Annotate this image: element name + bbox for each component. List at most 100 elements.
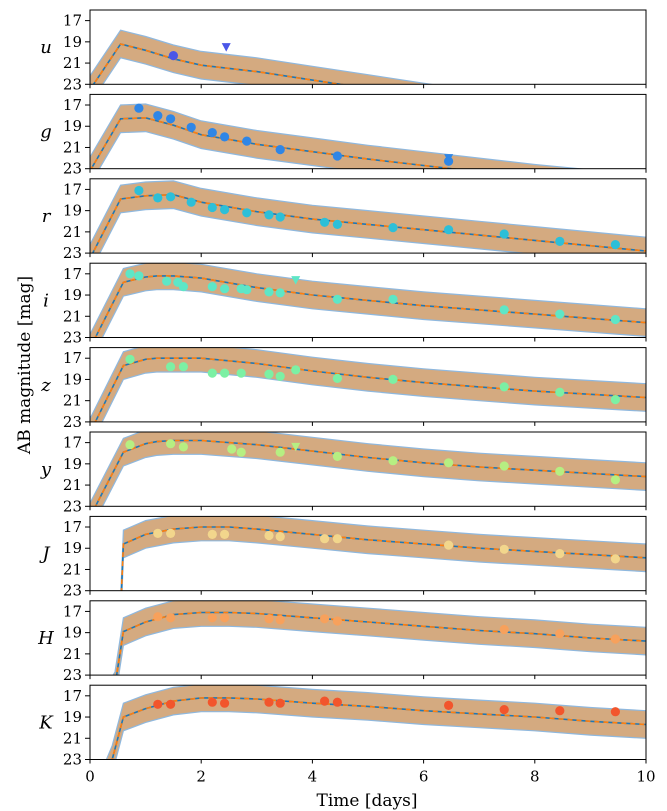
uncertainty-band-K <box>105 685 646 760</box>
panel-frame-J <box>89 515 647 592</box>
data-point-H-8 <box>499 624 509 635</box>
plot-area-u <box>90 29 435 85</box>
data-point-i-6 <box>220 284 230 294</box>
y-tick-label-i-2: 21 <box>63 307 82 325</box>
data-point-z-1 <box>166 362 176 372</box>
data-point-g-0 <box>134 103 144 113</box>
data-point-r-14 <box>555 236 565 246</box>
band-label-i: i <box>43 290 49 311</box>
y-tick-label-z-2: 21 <box>63 392 82 410</box>
data-point-K-0 <box>153 699 163 709</box>
data-point-J-10 <box>555 549 565 559</box>
data-point-H-6 <box>320 614 330 624</box>
panel-z: 17 19 21 23 z <box>40 347 647 431</box>
data-point-K-8 <box>444 700 454 711</box>
plot-area-g <box>90 103 586 169</box>
uncertainty-band-J <box>120 516 646 591</box>
data-point-J-1 <box>166 528 176 539</box>
y-tick-label-g-1: 19 <box>63 117 82 135</box>
y-tick-label-J-1: 19 <box>63 539 82 557</box>
y-tick-label-J-3: 23 <box>63 582 82 600</box>
y-tick-label-K-2: 21 <box>63 729 82 747</box>
panel-J: 17 19 21 23 J <box>38 515 647 600</box>
x-tick-label-4: 8 <box>530 768 540 786</box>
upper-limit-i-0 <box>291 276 301 285</box>
data-point-J-2 <box>207 529 217 540</box>
y-tick-label-i-3: 23 <box>63 329 82 347</box>
data-point-H-3 <box>220 613 230 623</box>
data-point-y-7 <box>388 456 398 466</box>
y-tick-label-H-3: 23 <box>63 666 82 684</box>
y-tick-label-z-0: 17 <box>63 349 82 367</box>
data-point-r-8 <box>275 212 285 222</box>
panel-frame-u <box>89 9 647 85</box>
data-point-J-9 <box>499 544 509 554</box>
data-point-i-10 <box>275 288 285 298</box>
data-point-J-11 <box>610 554 621 564</box>
panel-g: 17 19 21 23 g <box>40 93 647 178</box>
data-point-g-2 <box>166 114 176 124</box>
data-point-J-7 <box>332 534 342 544</box>
panel-H: 17 19 21 23 H <box>37 600 647 684</box>
band-label-H: H <box>37 628 54 649</box>
model-dashed-line-g <box>90 116 459 169</box>
data-point-K-5 <box>275 698 285 708</box>
y-tick-label-i-0: 17 <box>63 265 82 283</box>
data-point-i-9 <box>264 287 274 297</box>
data-point-r-6 <box>242 208 252 218</box>
data-point-i-0 <box>125 269 135 279</box>
x-tick-label-3: 6 <box>419 768 429 786</box>
data-point-r-11 <box>388 223 398 233</box>
data-point-H-0 <box>153 612 163 622</box>
data-point-r-0 <box>134 185 144 196</box>
model-dashed-line-i <box>94 275 646 338</box>
y-tick-label-r-2: 21 <box>63 223 82 241</box>
band-label-J: J <box>38 544 51 565</box>
band-label-K: K <box>38 712 54 733</box>
panel-frame-z <box>89 347 647 423</box>
y-tick-label-g-2: 21 <box>63 138 82 156</box>
model-dashed-line-y <box>94 439 646 507</box>
data-point-r-9 <box>320 217 330 227</box>
y-tick-label-r-0: 17 <box>63 180 82 198</box>
data-point-z-11 <box>499 382 509 392</box>
uncertainty-band-z <box>90 347 646 422</box>
data-point-r-4 <box>207 202 217 213</box>
data-point-y-3 <box>227 444 237 454</box>
data-point-r-12 <box>444 225 454 235</box>
y-tick-label-u-0: 17 <box>63 12 82 30</box>
data-point-z-13 <box>610 395 621 405</box>
plot-area-J <box>120 516 646 591</box>
data-point-r-10 <box>332 219 342 229</box>
panel-i: 17 19 21 23 i <box>43 262 647 347</box>
data-point-z-6 <box>264 369 274 379</box>
data-point-z-12 <box>555 387 565 397</box>
data-point-r-1 <box>153 193 163 203</box>
y-tick-label-K-1: 19 <box>63 708 82 726</box>
panel-frame-y <box>89 431 647 507</box>
panel-r: 17 19 21 23 r <box>42 178 647 262</box>
data-point-i-11 <box>332 294 342 304</box>
data-point-y-4 <box>236 447 246 457</box>
data-point-K-3 <box>220 698 230 708</box>
panel-u: 17 19 21 23 u <box>40 9 647 93</box>
y-tick-label-H-1: 19 <box>63 624 82 642</box>
band-label-z: z <box>40 375 51 396</box>
panel-y: 17 19 21 23 y <box>40 431 647 515</box>
data-point-y-6 <box>332 451 342 461</box>
y-tick-label-z-1: 19 <box>63 370 82 388</box>
data-point-z-8 <box>291 365 301 375</box>
data-point-K-1 <box>166 699 176 709</box>
data-point-H-4 <box>264 614 274 624</box>
data-point-g-7 <box>275 145 285 155</box>
plot-area-H <box>112 600 646 676</box>
x-tick-label-5: 10 <box>636 768 655 786</box>
y-tick-label-K-3: 23 <box>63 751 82 769</box>
y-tick-label-u-1: 19 <box>63 33 82 51</box>
data-point-r-3 <box>186 197 196 207</box>
y-tick-label-J-0: 17 <box>63 518 82 536</box>
y-tick-label-u-2: 21 <box>63 54 82 72</box>
data-point-y-9 <box>499 461 509 471</box>
data-point-H-9 <box>555 629 565 639</box>
